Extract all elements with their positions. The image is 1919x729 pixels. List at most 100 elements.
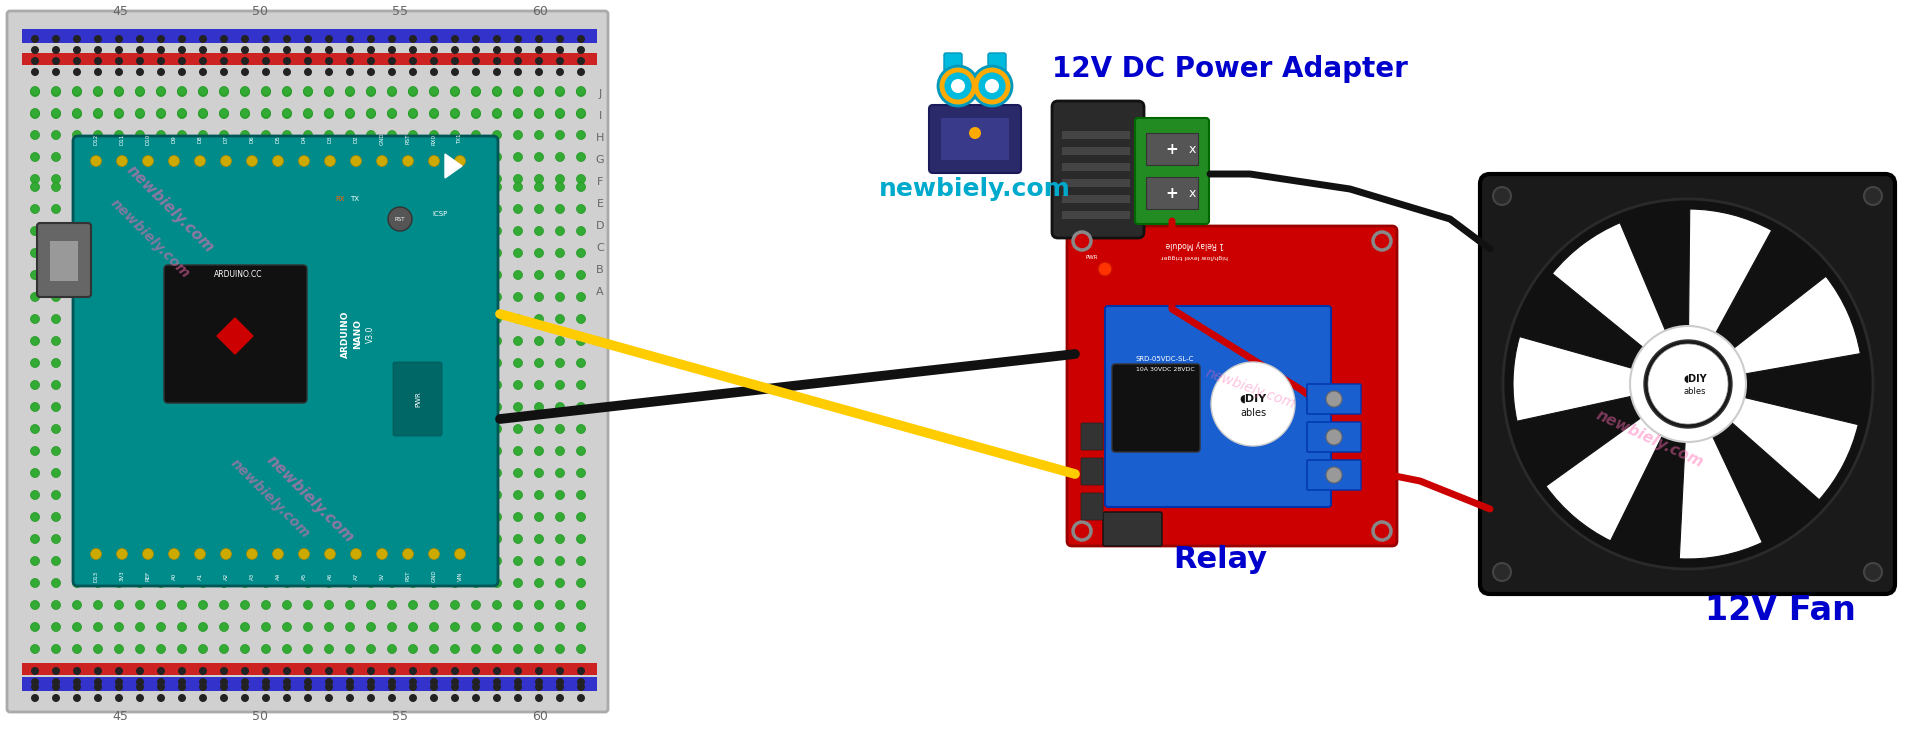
Circle shape <box>451 579 459 588</box>
Circle shape <box>430 205 439 214</box>
FancyBboxPatch shape <box>1067 226 1397 546</box>
Circle shape <box>282 152 292 162</box>
Circle shape <box>115 68 123 76</box>
Circle shape <box>367 359 376 367</box>
Circle shape <box>514 109 522 117</box>
Circle shape <box>367 152 376 162</box>
Bar <box>21 29 597 43</box>
Circle shape <box>555 446 564 456</box>
Circle shape <box>388 644 397 653</box>
Circle shape <box>409 359 418 367</box>
Circle shape <box>52 57 59 65</box>
Circle shape <box>94 57 102 65</box>
Circle shape <box>409 87 418 96</box>
Circle shape <box>240 491 249 499</box>
Circle shape <box>367 402 376 411</box>
Circle shape <box>367 35 374 43</box>
Circle shape <box>177 174 186 184</box>
Circle shape <box>94 512 102 521</box>
Circle shape <box>282 205 292 214</box>
Circle shape <box>198 270 207 279</box>
Wedge shape <box>1547 384 1689 541</box>
Circle shape <box>303 469 313 477</box>
Circle shape <box>73 270 81 279</box>
Circle shape <box>115 491 123 499</box>
Circle shape <box>52 314 61 324</box>
Circle shape <box>303 314 313 324</box>
Circle shape <box>576 174 585 184</box>
Circle shape <box>388 249 397 257</box>
Circle shape <box>282 270 292 279</box>
Circle shape <box>535 446 543 456</box>
Circle shape <box>198 579 207 588</box>
Text: J: J <box>599 89 603 99</box>
Text: GND: GND <box>380 133 384 145</box>
Wedge shape <box>1689 276 1860 384</box>
Circle shape <box>367 381 376 389</box>
Circle shape <box>177 292 186 302</box>
Circle shape <box>388 205 397 214</box>
Circle shape <box>345 491 355 499</box>
Circle shape <box>514 579 522 588</box>
Circle shape <box>115 205 123 214</box>
Circle shape <box>388 182 397 192</box>
Circle shape <box>367 227 376 235</box>
Circle shape <box>555 623 564 631</box>
Circle shape <box>177 182 186 192</box>
Circle shape <box>409 579 418 588</box>
Circle shape <box>535 623 543 631</box>
Circle shape <box>451 644 459 653</box>
Circle shape <box>514 623 522 631</box>
Circle shape <box>136 446 144 456</box>
Circle shape <box>157 87 165 95</box>
FancyBboxPatch shape <box>8 11 608 712</box>
Text: 60: 60 <box>532 4 549 17</box>
Circle shape <box>535 694 543 702</box>
Circle shape <box>555 227 564 235</box>
Circle shape <box>535 644 543 653</box>
Circle shape <box>73 292 81 302</box>
Circle shape <box>136 249 144 257</box>
Circle shape <box>472 644 480 653</box>
Circle shape <box>115 359 123 367</box>
Circle shape <box>263 68 271 76</box>
Circle shape <box>303 152 313 162</box>
Circle shape <box>52 292 61 302</box>
Circle shape <box>472 381 480 389</box>
Circle shape <box>94 109 102 119</box>
FancyBboxPatch shape <box>1134 118 1209 224</box>
Circle shape <box>493 359 501 367</box>
Circle shape <box>115 512 123 521</box>
Circle shape <box>31 292 40 302</box>
Circle shape <box>388 270 397 279</box>
Circle shape <box>219 109 228 119</box>
Circle shape <box>345 623 355 631</box>
Text: D12: D12 <box>94 133 98 144</box>
Circle shape <box>198 491 207 499</box>
Circle shape <box>31 87 40 96</box>
Circle shape <box>157 68 165 76</box>
Circle shape <box>52 87 61 95</box>
Circle shape <box>428 548 439 559</box>
Circle shape <box>261 402 271 411</box>
Circle shape <box>367 314 376 324</box>
Circle shape <box>409 174 418 184</box>
Circle shape <box>31 314 40 324</box>
Circle shape <box>472 491 480 499</box>
Text: 3V3: 3V3 <box>119 571 125 581</box>
Circle shape <box>261 130 271 139</box>
Circle shape <box>409 512 418 521</box>
Circle shape <box>303 87 313 96</box>
Circle shape <box>578 683 585 691</box>
Circle shape <box>388 359 397 367</box>
Circle shape <box>94 292 102 302</box>
Circle shape <box>52 512 61 521</box>
Circle shape <box>198 644 207 653</box>
Circle shape <box>157 205 165 214</box>
Circle shape <box>388 667 395 675</box>
Circle shape <box>198 292 207 302</box>
Circle shape <box>157 314 165 324</box>
Circle shape <box>535 381 543 389</box>
Circle shape <box>282 556 292 566</box>
Circle shape <box>136 152 144 162</box>
